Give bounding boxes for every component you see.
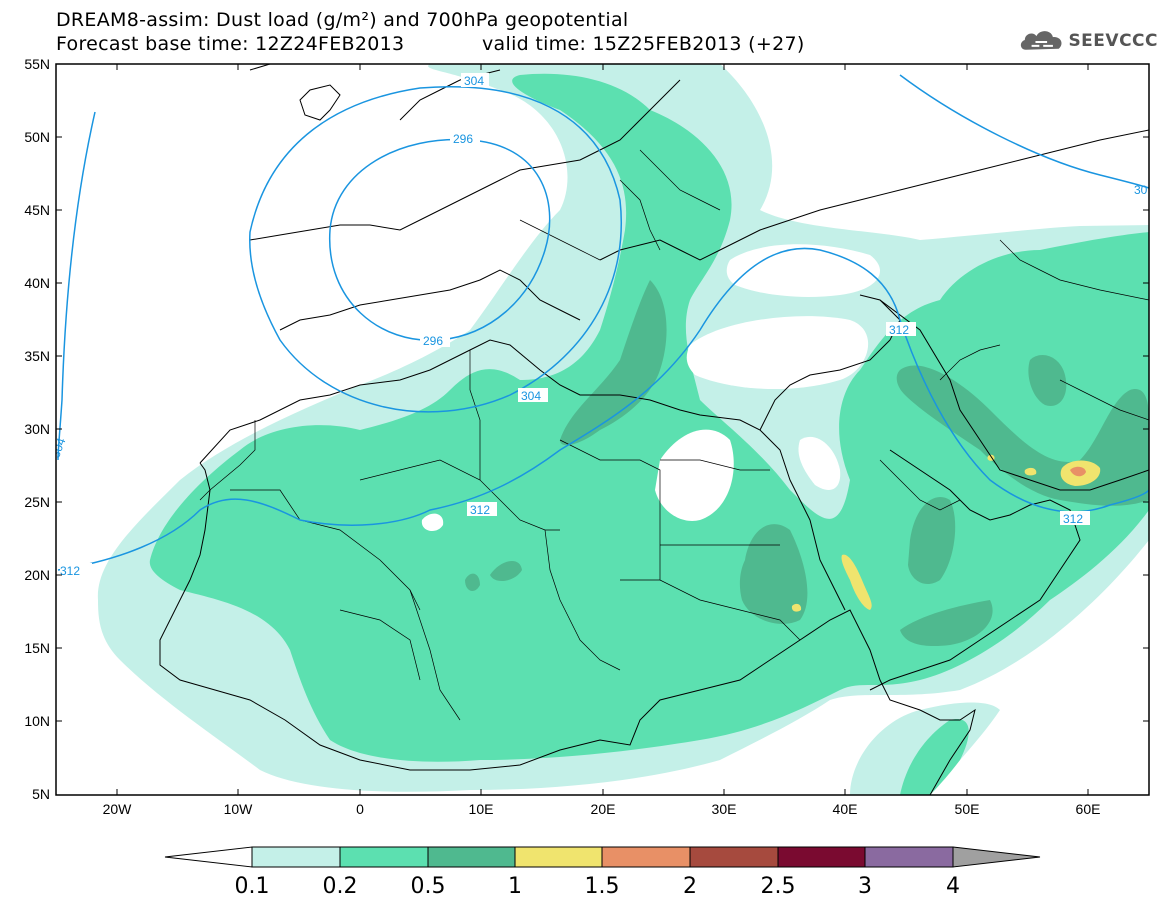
colorbar-swatch: [427, 846, 516, 868]
colorbar-label: 3: [858, 874, 872, 899]
contour-label: 304: [464, 74, 484, 88]
dust-region-level-3-iran: [1028, 355, 1067, 406]
colorbar-swatch: [339, 846, 429, 868]
dust-region-level-3-libya: [560, 280, 667, 446]
lon-label: 10E: [469, 801, 494, 817]
geopotential-contours: [57, 74, 1149, 571]
no-dust-levant: [798, 436, 841, 490]
lat-label: 35N: [24, 348, 50, 364]
contour-296: [329, 138, 551, 342]
colorbar-underflow-triangle: [164, 846, 253, 868]
lon-label: 0: [356, 801, 364, 817]
lat-label: 55N: [24, 56, 50, 72]
dust-region-level-4-red-sea: [841, 554, 872, 610]
lat-label: 45N: [24, 202, 50, 218]
axis-ticks: [56, 63, 1149, 795]
colorbar-swatch: [251, 846, 341, 868]
dust-region-level-3-arabia-central: [908, 496, 956, 585]
colorbar-label: 1.5: [585, 874, 620, 899]
lat-label: 20N: [24, 567, 50, 583]
colorbar-overflow-triangle: [952, 846, 1041, 868]
contour-label: 312: [60, 564, 80, 578]
lon-label: 50E: [955, 801, 980, 817]
lat-label: 30N: [24, 421, 50, 437]
lat-label: 5N: [32, 786, 50, 802]
map-title: DREAM8-assim: Dust load (g/m²) and 700hP…: [56, 9, 629, 31]
colorbar-label: 2.5: [761, 874, 796, 899]
contour-label: 312: [470, 503, 490, 517]
logo-text: SEEVCCC: [1068, 31, 1158, 51]
lon-label: 20W: [103, 801, 133, 817]
dust-region-level-2-horn: [900, 719, 969, 795]
lon-label: 30E: [712, 801, 737, 817]
lat-label: 25N: [24, 494, 50, 510]
contour-labels: 304 296 296 304 312 312 312 312 304 30: [56, 73, 1148, 578]
contour-label: 312: [889, 323, 909, 337]
dust-region-level-3-sahara-spots: [465, 560, 522, 592]
dust-region-level-5-iran: [1070, 466, 1086, 477]
colorbar-label: 0.2: [323, 874, 358, 899]
colorbar: 0.1 0.2 0.5 1 1.5 2 2.5 3 4: [164, 846, 1041, 899]
contour-304-east: [899, 74, 1149, 189]
no-dust-algeria: [421, 513, 444, 532]
dust-region-level-4-sudan: [791, 603, 802, 612]
contour-label: 30: [1134, 183, 1148, 197]
cloud-logo-icon: [1020, 31, 1062, 50]
contour-label: 312: [1063, 512, 1083, 526]
forecast-base-time: Forecast base time: 12Z24FEB2013: [56, 33, 405, 55]
colorbar-swatch: [777, 846, 866, 868]
lon-label: 40E: [833, 801, 858, 817]
contour-304-far-west: [57, 111, 96, 461]
longitude-labels: 20W 10W 0 10E 20E 30E 40E 50E 60E: [103, 801, 1101, 817]
colorbar-label: 0.5: [411, 874, 446, 899]
colorbar-label: 0.1: [235, 874, 270, 899]
latitude-labels: 55N 50N 45N 40N 35N 30N 25N 20N 15N 10N …: [24, 56, 50, 802]
colorbar-label: 1: [508, 874, 522, 899]
lat-label: 50N: [24, 129, 50, 145]
lon-label: 60E: [1076, 801, 1101, 817]
dust-region-level-3-yemen: [900, 600, 993, 647]
colorbar-label: 2: [683, 874, 697, 899]
contour-304-west: [249, 86, 622, 413]
lat-label: 40N: [24, 275, 50, 291]
colorbar-swatch: [601, 846, 691, 868]
contour-label: 304: [521, 389, 541, 403]
contour-label: 296: [453, 132, 473, 146]
lon-label: 10W: [224, 801, 254, 817]
country-borders: [199, 149, 1149, 721]
dust-region-level-2: [149, 73, 1149, 762]
dust-region-level-4-gulf: [987, 454, 1037, 476]
contour-312: [57, 247, 1149, 571]
no-dust-black-sea: [726, 244, 880, 297]
colorbar-swatch: [864, 846, 954, 868]
lat-label: 10N: [24, 713, 50, 729]
colorbar-swatch: [514, 846, 603, 868]
no-dust-turkey: [686, 316, 869, 390]
lat-label: 15N: [24, 640, 50, 656]
coastlines: [159, 64, 1149, 795]
colorbar-label: 4: [946, 874, 960, 899]
seevccc-logo: SEEVCCC: [1018, 24, 1158, 58]
contour-label: 296: [423, 334, 443, 348]
valid-time: valid time: 15Z25FEB2013 (+27): [482, 33, 805, 55]
no-dust-egypt: [655, 429, 734, 521]
lon-label: 20E: [591, 801, 616, 817]
colorbar-swatch: [689, 846, 779, 868]
dust-region-level-3-sudan: [739, 524, 808, 624]
